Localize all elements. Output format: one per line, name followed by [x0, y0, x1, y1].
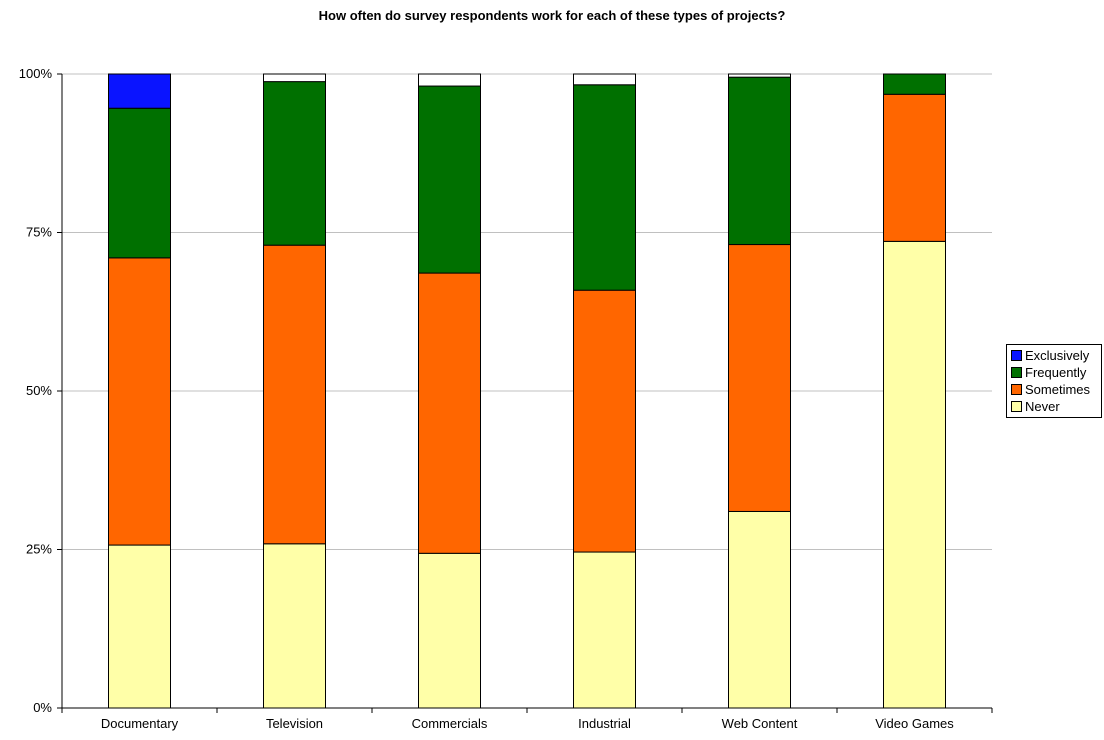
y-tick-label: 0%: [33, 700, 52, 715]
bar-segment-frequently: [573, 84, 636, 291]
legend-swatch: [1011, 367, 1022, 378]
bar-segment-never: [573, 551, 636, 709]
bar-segment-frequently: [728, 76, 791, 246]
bar-segment-sometimes: [418, 272, 481, 554]
chart-title: How often do survey respondents work for…: [318, 8, 786, 23]
bar-segment-sometimes: [263, 244, 326, 545]
legend-swatch: [1011, 350, 1022, 361]
bar-segment-frequently: [883, 73, 946, 95]
x-tick-label: Documentary: [101, 716, 179, 731]
axes: 0% 25% 50% 75% 100% Documentary Television Comm…: [19, 66, 993, 731]
bar-segment-never: [263, 543, 326, 709]
y-tick-label: 25%: [26, 542, 52, 557]
x-tick-label: Television: [266, 716, 323, 731]
x-tick-label: Web Content: [722, 716, 798, 731]
legend-item-exclusively: Exclusively: [1011, 347, 1101, 364]
bar-segment-sometimes: [573, 289, 636, 553]
bar-segment-sometimes: [883, 93, 946, 242]
bar-segment-unlabeled: [728, 73, 791, 78]
bar-segment-frequently: [108, 107, 171, 259]
bar-segment-frequently: [263, 81, 326, 246]
bar-segment-frequently: [418, 85, 481, 274]
gridlines: [62, 73, 992, 550]
legend: Exclusively Frequently Sometimes Never: [1006, 344, 1102, 418]
legend-item-sometimes: Sometimes: [1011, 381, 1101, 398]
bar-segment-exclusively: [108, 73, 171, 109]
y-tick-label: 75%: [26, 225, 52, 240]
legend-swatch: [1011, 401, 1022, 412]
x-tick-label: Video Games: [875, 716, 954, 731]
legend-label: Frequently: [1025, 365, 1087, 380]
bar-segment-unlabeled: [573, 73, 636, 86]
y-tick-label: 50%: [26, 383, 52, 398]
legend-label: Exclusively: [1025, 348, 1090, 363]
bar-stacks: [108, 73, 946, 709]
x-tick-label: Commercials: [412, 716, 488, 731]
bar-segment-never: [883, 240, 946, 709]
legend-swatch: [1011, 384, 1022, 395]
bar-segment-sometimes: [728, 244, 791, 512]
legend-label: Never: [1025, 399, 1060, 414]
bar-segment-never: [108, 544, 171, 709]
y-tick-label: 100%: [19, 66, 53, 81]
legend-label: Sometimes: [1025, 382, 1091, 397]
bar-segment-never: [418, 552, 481, 709]
legend-item-frequently: Frequently: [1011, 364, 1101, 381]
bar-segment-unlabeled: [263, 73, 326, 83]
legend-item-never: Never: [1011, 398, 1101, 415]
x-tick-label: Industrial: [578, 716, 631, 731]
bar-segment-never: [728, 510, 791, 709]
bar-segment-sometimes: [108, 257, 171, 546]
bar-segment-unlabeled: [418, 73, 481, 87]
